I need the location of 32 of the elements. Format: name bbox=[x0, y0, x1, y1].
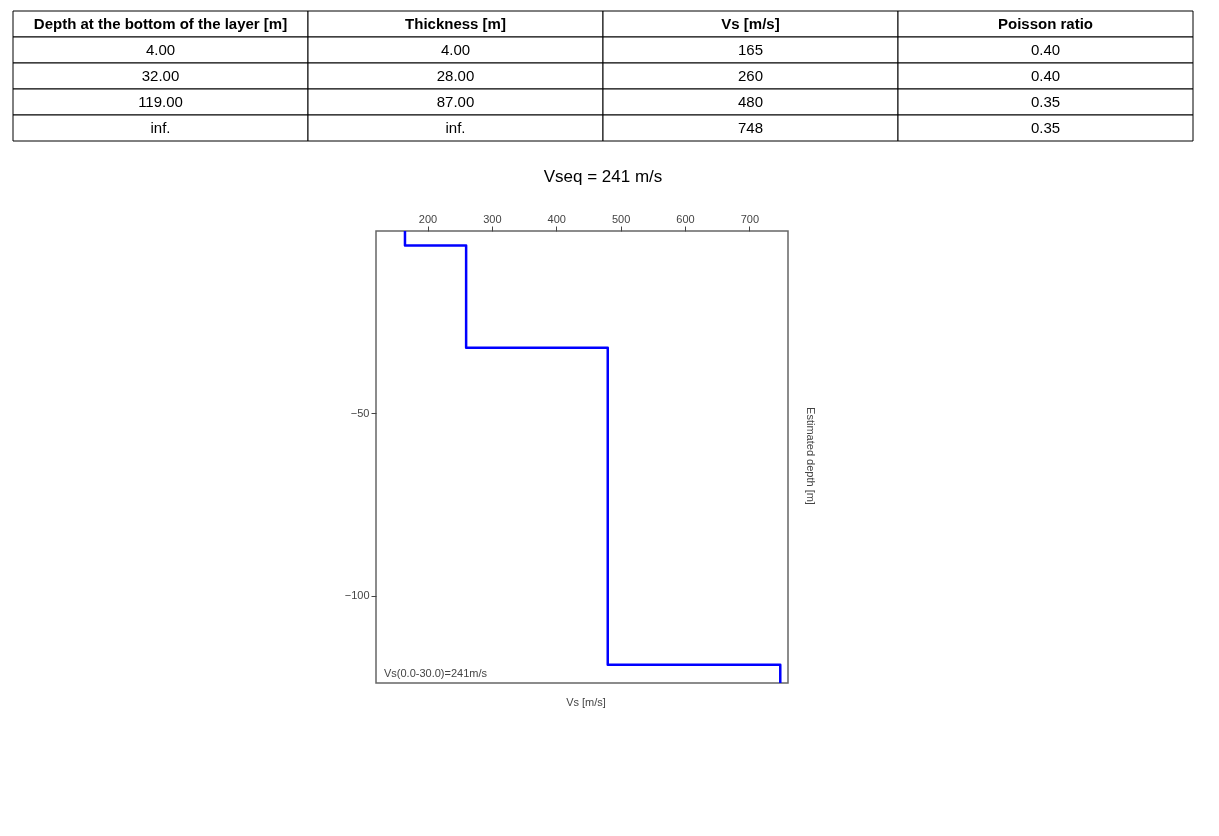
category-label: Depth at the bottom of the layer [m] bbox=[33, 15, 288, 32]
text: 4.00 bbox=[440, 41, 471, 58]
chart-title: Vseq = 241 m/s bbox=[543, 167, 663, 186]
text: inf. bbox=[445, 119, 466, 136]
text: 4.00 bbox=[145, 41, 176, 58]
y-tick-label: −100 bbox=[344, 589, 370, 602]
text: 0.40 bbox=[1030, 67, 1061, 84]
x-tick-label: 200 bbox=[418, 212, 438, 225]
category-label: Thickness [m] bbox=[405, 15, 506, 32]
x-tick-label: 600 bbox=[676, 212, 695, 225]
text: 165 bbox=[737, 41, 764, 58]
text: 0.40 bbox=[1030, 41, 1061, 58]
x-tick-label: 500 bbox=[611, 212, 631, 225]
category-label: Poisson ratio bbox=[997, 15, 1094, 32]
text: 28.00 bbox=[436, 67, 475, 84]
text: 260 bbox=[737, 67, 764, 84]
text: 87.00 bbox=[436, 93, 475, 110]
x-tick-label: 300 bbox=[483, 212, 502, 225]
x-tick-label: 700 bbox=[740, 212, 760, 225]
category-label: Vs [m/s] bbox=[721, 15, 780, 32]
x-tick-label: 400 bbox=[547, 212, 566, 225]
text: 32.00 bbox=[141, 67, 180, 84]
text: 0.35 bbox=[1030, 119, 1061, 136]
text: inf. bbox=[150, 119, 171, 136]
annotation: Vs(0.0-30.0)=241m/s bbox=[384, 667, 488, 679]
text: 480 bbox=[737, 93, 764, 110]
y-tick-label: −50 bbox=[350, 406, 370, 419]
text: 748 bbox=[737, 119, 764, 136]
text: 0.35 bbox=[1030, 93, 1061, 110]
text: 119.00 bbox=[138, 93, 183, 110]
y-axis-title: Estimated depth [m] bbox=[805, 407, 817, 505]
x-axis-title: Vs [m/s] bbox=[566, 696, 606, 708]
